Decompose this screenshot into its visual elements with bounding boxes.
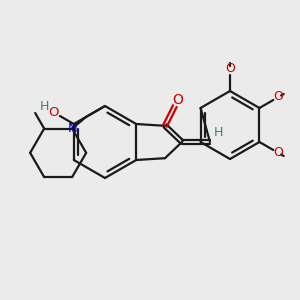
Text: N: N (67, 122, 77, 135)
Text: O: O (172, 93, 183, 107)
Text: O: O (274, 91, 284, 103)
Text: H: H (213, 127, 223, 140)
Text: O: O (49, 106, 59, 119)
Text: O: O (225, 62, 235, 76)
Text: H: H (40, 100, 49, 113)
Text: O: O (274, 146, 284, 160)
